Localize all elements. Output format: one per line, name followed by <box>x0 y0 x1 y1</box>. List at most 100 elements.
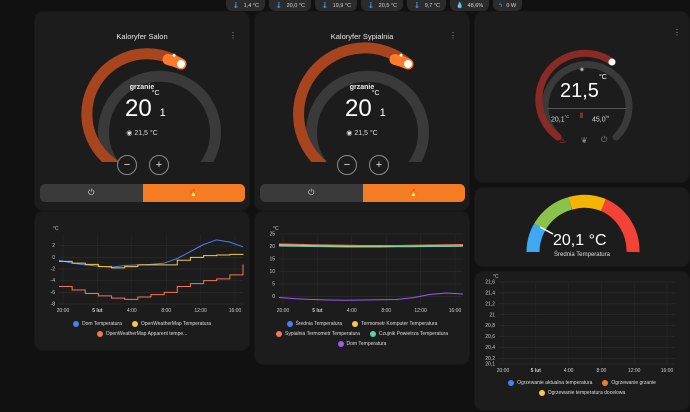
gauge <box>526 194 640 253</box>
legend-label: OpenWeatherMap Temperatura <box>140 321 212 327</box>
sensor-chip[interactable]: 🌡 20,0 °C <box>268 0 312 11</box>
x-tick-label: 20:00 <box>497 368 510 372</box>
legend-dot <box>369 331 376 337</box>
y-tick-label: 20,8 <box>485 323 495 329</box>
legend-item[interactable]: Ogrzewanie temperatura docelowa <box>538 390 626 396</box>
target-unit: °C <box>371 90 380 97</box>
thermometer-icon: 🌡 <box>367 3 375 9</box>
x-tick-label: 16:00 <box>449 308 462 314</box>
thermometer-icon: ◉ <box>346 130 355 137</box>
decrease-button[interactable]: − <box>337 155 357 175</box>
legend-item[interactable]: OpenWeatherMap Temperatura <box>131 321 212 327</box>
chip-value: 1,4 °C <box>243 2 259 9</box>
mode-heat-button[interactable]: 🔥 <box>362 184 465 202</box>
more-menu-icon[interactable]: ⋮ <box>229 31 237 40</box>
dial-handle[interactable] <box>608 58 616 66</box>
series-line <box>59 264 244 300</box>
legend-dot <box>286 321 293 327</box>
legend-dot <box>538 390 545 396</box>
gauge-segment-warm <box>568 194 606 212</box>
dial-track <box>541 61 633 141</box>
legend-item[interactable]: Dom Temperatura <box>72 321 122 327</box>
gauge-segment-hot <box>600 199 640 253</box>
history-chart[interactable]: °C 2 0 -2 -4 -6 -820:00 5 lut 4:00 8:00 12:00 16:00 <box>35 212 249 320</box>
legend-label: Termometr Komputer Temperatura <box>361 321 438 327</box>
legend-item[interactable]: Średnia Temperatura <box>286 321 342 327</box>
sensor-chip[interactable]: 🌡 9,7 °C <box>407 0 447 11</box>
thermometer-icon: 🌡 <box>321 3 329 9</box>
mode-heat-button[interactable]: 🔥 <box>142 184 245 202</box>
x-tick-label: 4:00 <box>127 308 137 314</box>
x-tick-label: 5 lut <box>92 308 103 314</box>
flame-icon[interactable]: ♨ <box>559 136 567 145</box>
history-chart[interactable]: °C21,6 21,4 21,2 21 20,8 20,6 20,4 20,220,120:0… <box>475 272 689 372</box>
legend-label: Ogrzewanie temperatura docelowa <box>547 390 626 396</box>
sensor-chip[interactable]: 🌡 20,5 °C <box>361 0 404 11</box>
thermostat-dial[interactable]: ✹ <box>35 12 249 162</box>
thermostat-card-third: ⋮ ✷ 21,5°C 20,1°C ⦀ 45,0% ♨ ❦ ⏻ <box>475 12 689 182</box>
legend-item[interactable]: Dom Temperatura <box>337 341 386 347</box>
thermometer-icon: 🌡 <box>274 3 283 9</box>
dial-track <box>98 70 221 162</box>
y-tick-label: 0 <box>52 255 55 261</box>
series-line <box>278 292 464 301</box>
history-chart[interactable]: °C25 20 15 10 5 0 20:00 5 lut 4:00 8:00 12:00 16:00 <box>255 212 469 320</box>
legend-dot <box>602 380 609 386</box>
chip-value: 9,7 °C <box>424 2 441 9</box>
legend-label: Sypialnia Termometr Temperatura <box>285 331 360 337</box>
legend-label: Czujnik Powietrza Temperatura <box>378 331 448 337</box>
decrease-button[interactable]: − <box>117 155 137 175</box>
power-icon: ⏻ <box>88 188 95 197</box>
current-temperature: 21,5°C <box>560 74 607 103</box>
y-unit-label: °C <box>53 226 59 232</box>
thermostat-dial[interactable] <box>475 12 689 142</box>
legend-item[interactable]: Ogrzewanie aktualna temperatura <box>508 380 592 386</box>
dial-handle[interactable] <box>404 60 412 68</box>
y-tick-label: 25 <box>269 232 275 238</box>
divider <box>547 108 627 109</box>
target-unit: °C <box>151 90 160 97</box>
sun-icon: ✹ <box>172 53 176 59</box>
target-temperature: 20°C 1 <box>125 90 166 123</box>
chip-value: 20,5 °C <box>378 2 398 9</box>
y-tick-label: 0 <box>272 294 275 300</box>
current-temperature: ◉ 21,5 °C <box>35 129 249 137</box>
target-dec: 1 <box>159 107 166 119</box>
mode-off-button[interactable]: ⏻ <box>260 184 363 202</box>
card-title: Kaloryfer Salon <box>116 32 168 41</box>
leaf-icon[interactable]: ❦ <box>581 136 588 145</box>
sensor-chip[interactable]: 💧 48,6% <box>450 0 490 11</box>
flame-icon: 🔥 <box>189 190 199 197</box>
legend-item[interactable]: Termometr Komputer Temperatura <box>352 321 437 327</box>
y-tick-label: 20 <box>269 244 275 250</box>
thermostat-dial[interactable]: ✹ <box>255 12 469 162</box>
target-temperature: 20°C 1 <box>345 90 386 123</box>
current-value: 21,5 °C <box>134 130 158 137</box>
legend-item[interactable]: OpenWeatherMap Apparent tempe... <box>96 331 187 337</box>
increase-button[interactable]: + <box>149 155 169 175</box>
series-line <box>278 243 464 246</box>
current-value: 21,5 °C <box>354 130 378 137</box>
sensor-chip[interactable]: 🌡 19,9 °C <box>315 0 358 11</box>
dial-handle[interactable] <box>177 60 185 68</box>
legend-item[interactable]: Czujnik Powietrza Temperatura <box>369 331 448 337</box>
mode-off-button[interactable]: ⏻ <box>40 184 143 202</box>
power-icon[interactable]: ⏻ <box>601 135 608 144</box>
x-tick-label: 5 lut <box>531 368 542 372</box>
increase-button[interactable]: + <box>369 155 389 175</box>
legend-item[interactable]: Ogrzewanie grzanie <box>602 380 656 386</box>
gauge-needle <box>539 226 554 235</box>
legend-item[interactable]: Sypialnia Termometr Temperatura <box>276 331 360 337</box>
legend-dot <box>337 341 344 347</box>
y-tick-label: 21,6 <box>485 280 495 286</box>
y-unit-label: °C <box>273 226 279 232</box>
target-unit: °C <box>564 114 570 119</box>
more-menu-icon[interactable]: ⋮ <box>449 31 457 40</box>
y-tick-label: 2 <box>52 243 55 249</box>
sensor-chip[interactable]: 🌡 1,4 °C <box>226 0 265 11</box>
thermometer-icon: ◉ <box>126 130 135 137</box>
chart-legend: Ogrzewanie aktualna temperatura Ogrzewan… <box>479 380 685 396</box>
more-menu-icon[interactable]: ⋮ <box>673 28 681 37</box>
